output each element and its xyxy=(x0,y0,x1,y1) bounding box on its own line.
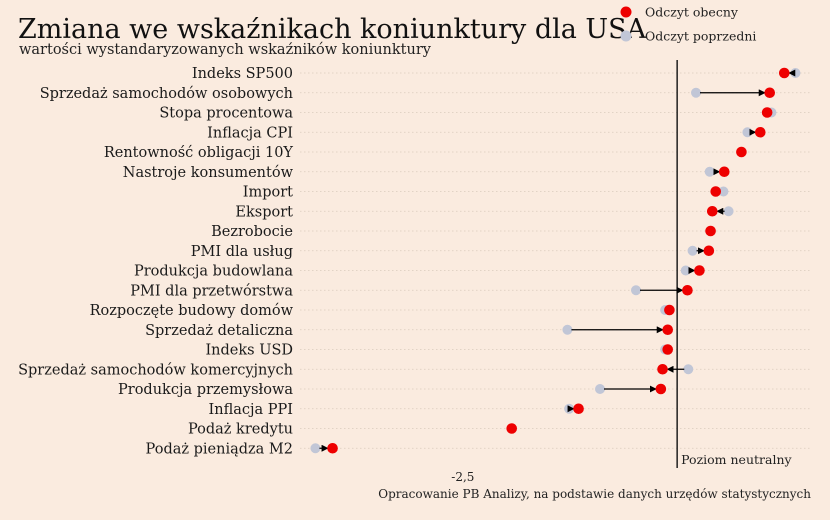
current-dot-stopa-procentowa xyxy=(761,107,773,118)
category-label-nastroje-konsumentow: Nastroje konsumentów xyxy=(123,165,294,181)
category-label-produkcja-budowlana: Produkcja budowlana xyxy=(134,264,293,280)
current-dot-produkcja-budowlana xyxy=(694,265,705,276)
previous-dot-pmi-dla-przetworstwa xyxy=(631,285,641,296)
current-dot-inflacja-ppi xyxy=(573,403,584,415)
category-label-sprzedaz-samochodow-osobowych: Sprzedaż samochodów osobowych xyxy=(40,86,293,102)
legend: Odczyt obecny Odczyt poprzedni xyxy=(620,5,756,44)
current-dot-rozpoczete-budowy-domow xyxy=(664,304,675,316)
current-dot-pmi-dla-uslug xyxy=(703,245,715,257)
category-label-pmi-dla-uslug: PMI dla usług xyxy=(191,244,293,260)
category-label-rentownosc-obligacji-10y: Rentowność obligacji 10Y xyxy=(104,145,294,161)
category-label-inflacja-ppi: Inflacja PPI xyxy=(209,402,294,418)
previous-dot-inflacja-ppi xyxy=(564,403,575,414)
current-dot-pmi-dla-przetworstwa xyxy=(682,284,693,296)
legend-label-current: Odczyt obecny xyxy=(645,5,739,20)
current-dot-produkcja-przemyslowa xyxy=(655,383,667,395)
current-dot-inflacja-cpi xyxy=(754,126,766,138)
category-label-sprzedaz-detaliczna: Sprzedaż detaliczna xyxy=(145,323,293,339)
x-axis-ticks: -2,5 xyxy=(451,470,474,484)
current-dot-import xyxy=(710,186,722,197)
category-label-sprzedaz-samochodow-komercyjnych: Sprzedaż samochodów komercyjnych xyxy=(18,362,293,378)
category-label-pmi-dla-przetworstwa: PMI dla przetwórstwa xyxy=(130,283,293,299)
category-label-eksport: Eksport xyxy=(235,204,293,220)
previous-dot-sprzedaz-samochodow-osobowych xyxy=(691,87,701,98)
legend-marker-current xyxy=(620,6,632,18)
previous-dot-import xyxy=(718,186,729,197)
category-label-indeks-sp500: Indeks SP500 xyxy=(192,66,293,82)
previous-dot-nastroje-konsumentow xyxy=(704,166,715,177)
current-dot-nastroje-konsumentow xyxy=(718,166,730,178)
source-note: Opracowanie PB Analizy, na podstawie dan… xyxy=(378,487,811,501)
current-dot-indeks-usd xyxy=(662,344,674,355)
category-label-produkcja-przemyslowa: Produkcja przemysłowa xyxy=(118,382,293,398)
category-label-indeks-usd: Indeks USD xyxy=(205,343,293,359)
current-dot-sprzedaz-samochodow-osobowych xyxy=(764,87,776,99)
previous-dot-sprzedaz-detaliczna xyxy=(562,324,573,335)
current-dot-indeks-sp500 xyxy=(778,67,790,79)
category-label-rozpoczete-budowy-domow: Rozpoczęte budowy domów xyxy=(90,303,294,319)
current-dot-sprzedaz-samochodow-komercyjnych xyxy=(657,363,668,375)
previous-dot-pmi-dla-uslug xyxy=(687,245,698,256)
x-tick-label: -2,5 xyxy=(451,470,474,484)
legend-label-previous: Odczyt poprzedni xyxy=(645,29,756,44)
chart-title: Zmiana we wskaźnikach koniunktury dla US… xyxy=(18,14,647,45)
current-dot-podaz-kredytu xyxy=(506,423,518,434)
category-label-import: Import xyxy=(243,185,293,201)
previous-dot-sprzedaz-samochodow-komercyjnych xyxy=(683,364,694,375)
current-dot-rentownosc-obligacji-10y xyxy=(736,146,747,158)
current-dot-podaz-pieniadza-m2 xyxy=(327,442,338,454)
previous-dot-inflacja-cpi xyxy=(742,127,753,138)
previous-dot-indeks-sp500 xyxy=(790,68,801,78)
previous-dot-podaz-pieniadza-m2 xyxy=(310,443,321,454)
category-label-inflacja-cpi: Inflacja CPI xyxy=(207,125,293,141)
category-labels: Indeks SP500 Sprzedaż samochodów osobowyc… xyxy=(18,66,293,457)
legend-marker-previous xyxy=(620,30,632,42)
neutral-level-label: Poziom neutralny xyxy=(681,452,792,467)
category-label-stopa-procentowa: Stopa procentowa xyxy=(159,106,293,122)
previous-dot-produkcja-przemyslowa xyxy=(595,384,605,394)
previous-dot-eksport xyxy=(723,206,734,217)
chart-subtitle: wartości wystandaryzowanych wskaźników k… xyxy=(19,42,432,58)
current-dot-sprzedaz-detaliczna xyxy=(662,324,674,336)
category-label-bezrobocie: Bezrobocie xyxy=(211,224,293,240)
current-dot-bezrobocie xyxy=(705,225,716,237)
previous-dot-produkcja-budowlana xyxy=(680,265,691,276)
category-label-podaz-pieniadza-m2: Podaż pieniądza M2 xyxy=(146,441,293,457)
category-label-podaz-kredytu: Podaż kredytu xyxy=(188,422,293,438)
current-dot-eksport xyxy=(706,205,718,217)
grid-lines xyxy=(300,72,810,449)
data-marks xyxy=(310,67,801,454)
